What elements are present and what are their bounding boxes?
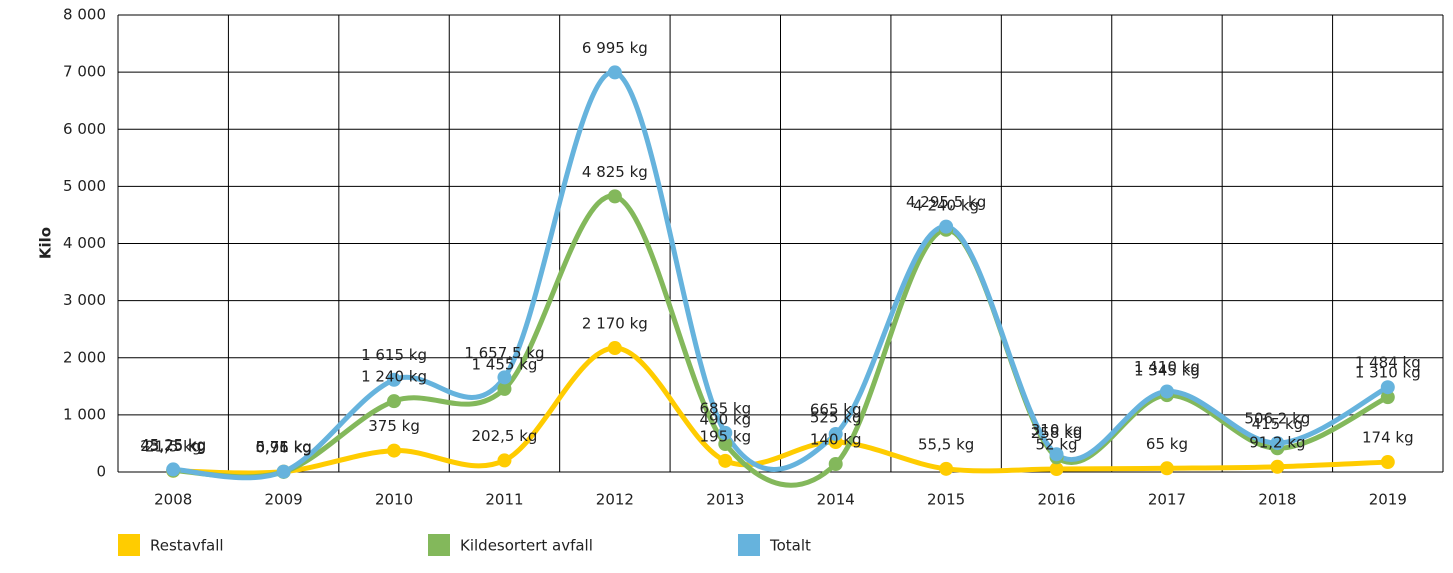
- data-label: 6,71 kg: [255, 438, 311, 456]
- data-label: 506,2 kg: [1244, 410, 1310, 428]
- legend-label: Restavfall: [150, 537, 224, 555]
- data-label: 1 657,5 kg: [464, 344, 544, 362]
- point: [166, 462, 181, 477]
- data-label: 415 kg: [1252, 415, 1304, 433]
- y-tick-label: 0: [96, 463, 106, 481]
- data-label: 4 825 kg: [582, 163, 648, 181]
- x-tick-label: 2008: [154, 491, 192, 509]
- y-tick-label: 7 000: [63, 63, 106, 81]
- data-label: 490 kg: [699, 411, 751, 429]
- data-label: 6 995 kg: [582, 39, 648, 57]
- point: [607, 65, 622, 80]
- data-label: 1 310 kg: [1355, 364, 1421, 382]
- point: [718, 453, 733, 468]
- data-label: 140 kg: [810, 431, 862, 449]
- legend-label: Kildesortert avfall: [460, 537, 593, 555]
- x-tick-label: 2011: [485, 491, 523, 509]
- point: [718, 437, 733, 452]
- point: [497, 453, 512, 468]
- data-label: 1 410 kg: [1134, 358, 1200, 376]
- point: [276, 464, 291, 479]
- data-label: 23,75 kg: [140, 437, 206, 455]
- point: [607, 341, 622, 356]
- data-label: 685 kg: [699, 399, 751, 417]
- legend-swatch: [428, 534, 450, 556]
- x-tick-label: 2016: [1037, 491, 1075, 509]
- data-label: 0,96 kg: [255, 438, 311, 456]
- x-tick-label: 2009: [265, 491, 303, 509]
- data-label: 2 170 kg: [582, 315, 648, 333]
- data-label: 55,5 kg: [918, 435, 974, 453]
- point: [1159, 461, 1174, 476]
- legend-swatch: [738, 534, 760, 556]
- point: [828, 427, 843, 442]
- data-label: 1 240 kg: [361, 368, 427, 386]
- x-tick-label: 2012: [596, 491, 634, 509]
- data-label: 258 kg: [1031, 424, 1083, 442]
- data-label: 65 kg: [1146, 435, 1188, 453]
- x-tick-label: 2018: [1258, 491, 1296, 509]
- point: [387, 394, 402, 409]
- data-label: 525 kg: [810, 409, 862, 427]
- y-tick-label: 1 000: [63, 405, 106, 423]
- data-label: 4 240 kg: [913, 196, 979, 214]
- data-label: 1 345 kg: [1134, 362, 1200, 380]
- y-tick-label: 5 000: [63, 177, 106, 195]
- point: [939, 461, 954, 476]
- data-label: 375 kg: [368, 417, 420, 435]
- point: [828, 457, 843, 472]
- data-label: 45,25 kg: [140, 436, 206, 454]
- data-label: 195 kg: [699, 427, 751, 445]
- legend-label: Totalt: [769, 537, 811, 555]
- point: [718, 425, 733, 440]
- legend-swatch: [118, 534, 140, 556]
- point: [1380, 390, 1395, 405]
- y-tick-label: 2 000: [63, 348, 106, 366]
- data-label: 4 295,5 kg: [906, 193, 986, 211]
- point: [1270, 459, 1285, 474]
- data-label: 5,75 kg: [255, 438, 311, 456]
- point: [497, 381, 512, 396]
- data-label: 91,2 kg: [1249, 433, 1305, 451]
- y-tick-label: 4 000: [63, 234, 106, 252]
- y-tick-label: 3 000: [63, 291, 106, 309]
- x-tick-label: 2013: [706, 491, 744, 509]
- data-label: 665 kg: [810, 401, 862, 419]
- point: [607, 189, 622, 204]
- data-label: 52 kg: [1036, 436, 1078, 454]
- y-tick-label: 6 000: [63, 120, 106, 138]
- x-tick-label: 2017: [1148, 491, 1186, 509]
- data-label: 310 kg: [1031, 421, 1083, 439]
- data-label: 21,5 kg: [145, 437, 201, 455]
- data-label: 1 455 kg: [471, 355, 537, 373]
- x-tick-label: 2019: [1369, 491, 1407, 509]
- series-line: [173, 69, 1389, 481]
- point: [1049, 462, 1064, 477]
- data-label: 1 484 kg: [1355, 354, 1421, 372]
- data-label: 1 615 kg: [361, 346, 427, 364]
- point: [1049, 447, 1064, 462]
- data-label: 202,5 kg: [471, 427, 537, 445]
- y-tick-label: 8 000: [63, 6, 106, 24]
- point: [387, 372, 402, 387]
- point: [939, 219, 954, 234]
- point: [1380, 380, 1395, 395]
- x-tick-label: 2014: [817, 491, 855, 509]
- point: [387, 443, 402, 458]
- y-axis-label: Kilo: [37, 227, 55, 259]
- point: [1380, 455, 1395, 470]
- point: [1159, 384, 1174, 399]
- x-tick-label: 2010: [375, 491, 413, 509]
- data-label: 174 kg: [1362, 429, 1414, 447]
- x-tick-label: 2015: [927, 491, 965, 509]
- point: [1270, 436, 1285, 451]
- point: [497, 370, 512, 385]
